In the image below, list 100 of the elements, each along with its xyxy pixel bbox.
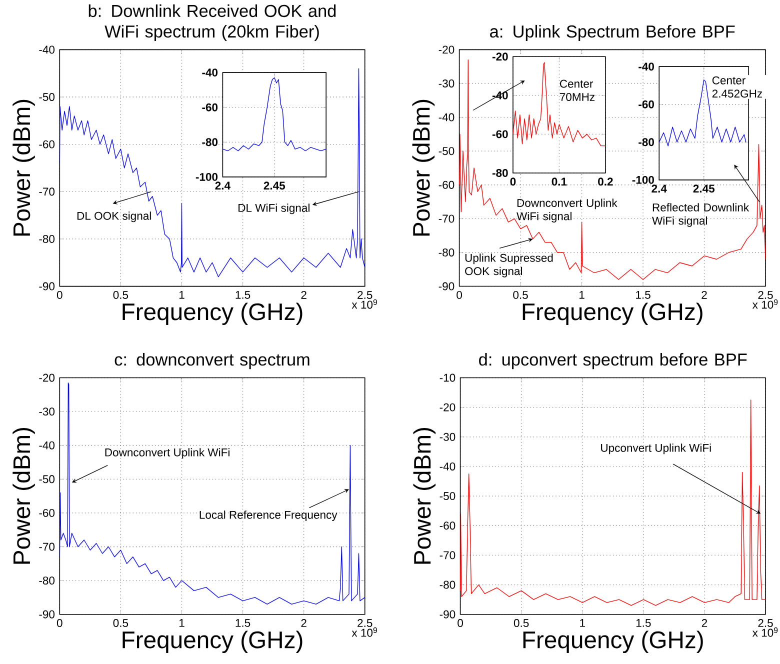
y-tick-label: -20 xyxy=(440,403,456,412)
y-tick-label: -20 xyxy=(492,52,508,61)
x-tick-label: 0.1 xyxy=(552,178,567,186)
y-tick-label: -30 xyxy=(39,408,55,416)
text: x 10$^{9}$ xyxy=(752,627,778,637)
y-axis-title: Power (dBm) xyxy=(12,428,35,564)
text: x 10$^{9}$ xyxy=(352,299,377,309)
y-tick-label: -100 xyxy=(196,172,218,181)
y-tick-label: -60 xyxy=(638,100,654,108)
annotation: Center 2.452GHz xyxy=(712,76,762,98)
x-tick-label: 0 xyxy=(510,178,516,186)
y-axis-title: Power (dBm) xyxy=(412,100,435,236)
chart-title: b: Downlink Received OOK and WiFi spectrum (20km Fiber) xyxy=(88,4,336,41)
y-tick-label: -30 xyxy=(440,432,456,441)
x-tick-label: 1.5 xyxy=(636,619,651,627)
y-tick-label: -60 xyxy=(492,130,508,138)
x-tick-label: 0 xyxy=(56,290,62,299)
y-tick-label: -50 xyxy=(438,147,454,156)
x-tick-label: 0 xyxy=(458,619,463,627)
annotation: Reflected Downlink WiFi signal xyxy=(652,203,750,227)
x-tick-label: 1 xyxy=(179,290,184,299)
x-tick-label: 2.5 xyxy=(758,619,773,627)
line-series xyxy=(458,59,766,280)
x-axis-title: Frequency (GHz) xyxy=(122,302,302,325)
x-tick-label: 2.45 xyxy=(693,184,715,193)
x-tick-label: 1.5 xyxy=(236,290,250,299)
text: x 10$^{9}$ xyxy=(752,299,778,309)
chart-title: c: downconvert spectrum xyxy=(114,352,310,370)
x-tick-label: 2.4 xyxy=(215,182,230,190)
annotation: Downconvert Uplink WiFi xyxy=(105,448,230,459)
y-tick-label: -90 xyxy=(438,282,454,290)
y-tick-label: -60 xyxy=(39,140,55,148)
x-tick-label: 2.5 xyxy=(358,290,372,299)
x-tick-label: 1.5 xyxy=(636,290,650,299)
y-axis-title: Power (dBm) xyxy=(12,100,35,236)
x-tick-label: 0 xyxy=(56,619,62,627)
x-tick-label: 0.5 xyxy=(514,619,529,627)
x-tick-label: 2 xyxy=(702,619,708,627)
line-series xyxy=(460,400,766,606)
y-tick-label: -20 xyxy=(438,46,454,54)
x-tick-label: 1 xyxy=(179,619,184,627)
x-tick-label: 2 xyxy=(301,619,306,627)
line-series xyxy=(59,382,366,605)
line-series xyxy=(222,77,326,152)
y-tick-label: -100 xyxy=(632,176,654,184)
y-tick-label: -80 xyxy=(638,138,654,146)
x-tick-label: 1 xyxy=(580,619,585,627)
y-tick-label: -60 xyxy=(202,103,218,112)
x-axis-title: Frequency (GHz) xyxy=(522,302,702,325)
x-axis-title: Frequency (GHz) xyxy=(122,630,302,654)
y-tick-label: -80 xyxy=(438,248,454,256)
x-tick-label: 2 xyxy=(702,290,707,299)
y-tick-label: -70 xyxy=(39,542,55,551)
line-series xyxy=(59,68,366,278)
y-tick-label: -80 xyxy=(492,168,508,177)
y-tick-label: -40 xyxy=(440,462,456,470)
x-tick-label: 1 xyxy=(580,290,584,299)
x-tick-label: 0.5 xyxy=(113,290,128,299)
text: x 10$^{9}$ xyxy=(352,627,377,637)
y-tick-label: -40 xyxy=(202,68,218,76)
y-tick-label: -30 xyxy=(438,79,454,88)
y-tick-label: -60 xyxy=(440,522,456,530)
x-tick-label: 0.5 xyxy=(513,290,528,299)
annotation: Downconvert Uplink WiFi signal xyxy=(516,198,618,222)
chart-title: a: Uplink Spectrum Before BPF xyxy=(490,24,735,41)
x-tick-label: 2 xyxy=(301,290,306,299)
y-tick-label: -90 xyxy=(440,610,456,618)
x-axis-title: Frequency (GHz) xyxy=(523,630,703,654)
annotation: Center 70MHz xyxy=(560,80,595,101)
y-tick-label: -40 xyxy=(39,46,55,54)
y-tick-label: -70 xyxy=(438,214,454,223)
annotation: DL OOK signal xyxy=(77,212,151,222)
y-tick-label: -60 xyxy=(39,508,55,517)
y-tick-label: -70 xyxy=(39,188,55,196)
y-tick-label: -50 xyxy=(39,475,55,484)
annotation: Uplink Supressed OOK signal xyxy=(465,254,553,278)
y-tick-label: -80 xyxy=(202,138,218,146)
y-tick-label: -90 xyxy=(39,610,55,618)
x-tick-label: 2.45 xyxy=(264,182,286,190)
y-tick-label: -40 xyxy=(638,62,654,71)
y-tick-label: -50 xyxy=(440,492,456,500)
line-series xyxy=(512,62,606,146)
y-axis-title: Power (dBm) xyxy=(413,428,436,564)
x-tick-label: 2.4 xyxy=(652,184,667,192)
x-tick-label: 1.5 xyxy=(236,619,250,627)
annotation: DL WiFi signal xyxy=(238,204,310,214)
y-tick-label: -80 xyxy=(440,580,456,589)
x-tick-label: 0.2 xyxy=(598,178,613,186)
x-tick-label: 2.5 xyxy=(358,619,372,627)
x-tick-label: 0.5 xyxy=(113,619,128,627)
chart-title: d: upconvert spectrum before BPF xyxy=(479,352,747,370)
y-tick-label: -40 xyxy=(438,113,454,122)
y-tick-label: -50 xyxy=(39,92,55,101)
y-tick-label: -40 xyxy=(39,441,55,450)
y-tick-label: -70 xyxy=(440,551,456,560)
x-tick-label: 0 xyxy=(456,290,462,299)
y-tick-label: -80 xyxy=(39,576,55,585)
y-tick-label: -10 xyxy=(440,374,456,382)
y-tick-label: -80 xyxy=(39,234,55,243)
y-tick-label: -90 xyxy=(39,282,55,290)
